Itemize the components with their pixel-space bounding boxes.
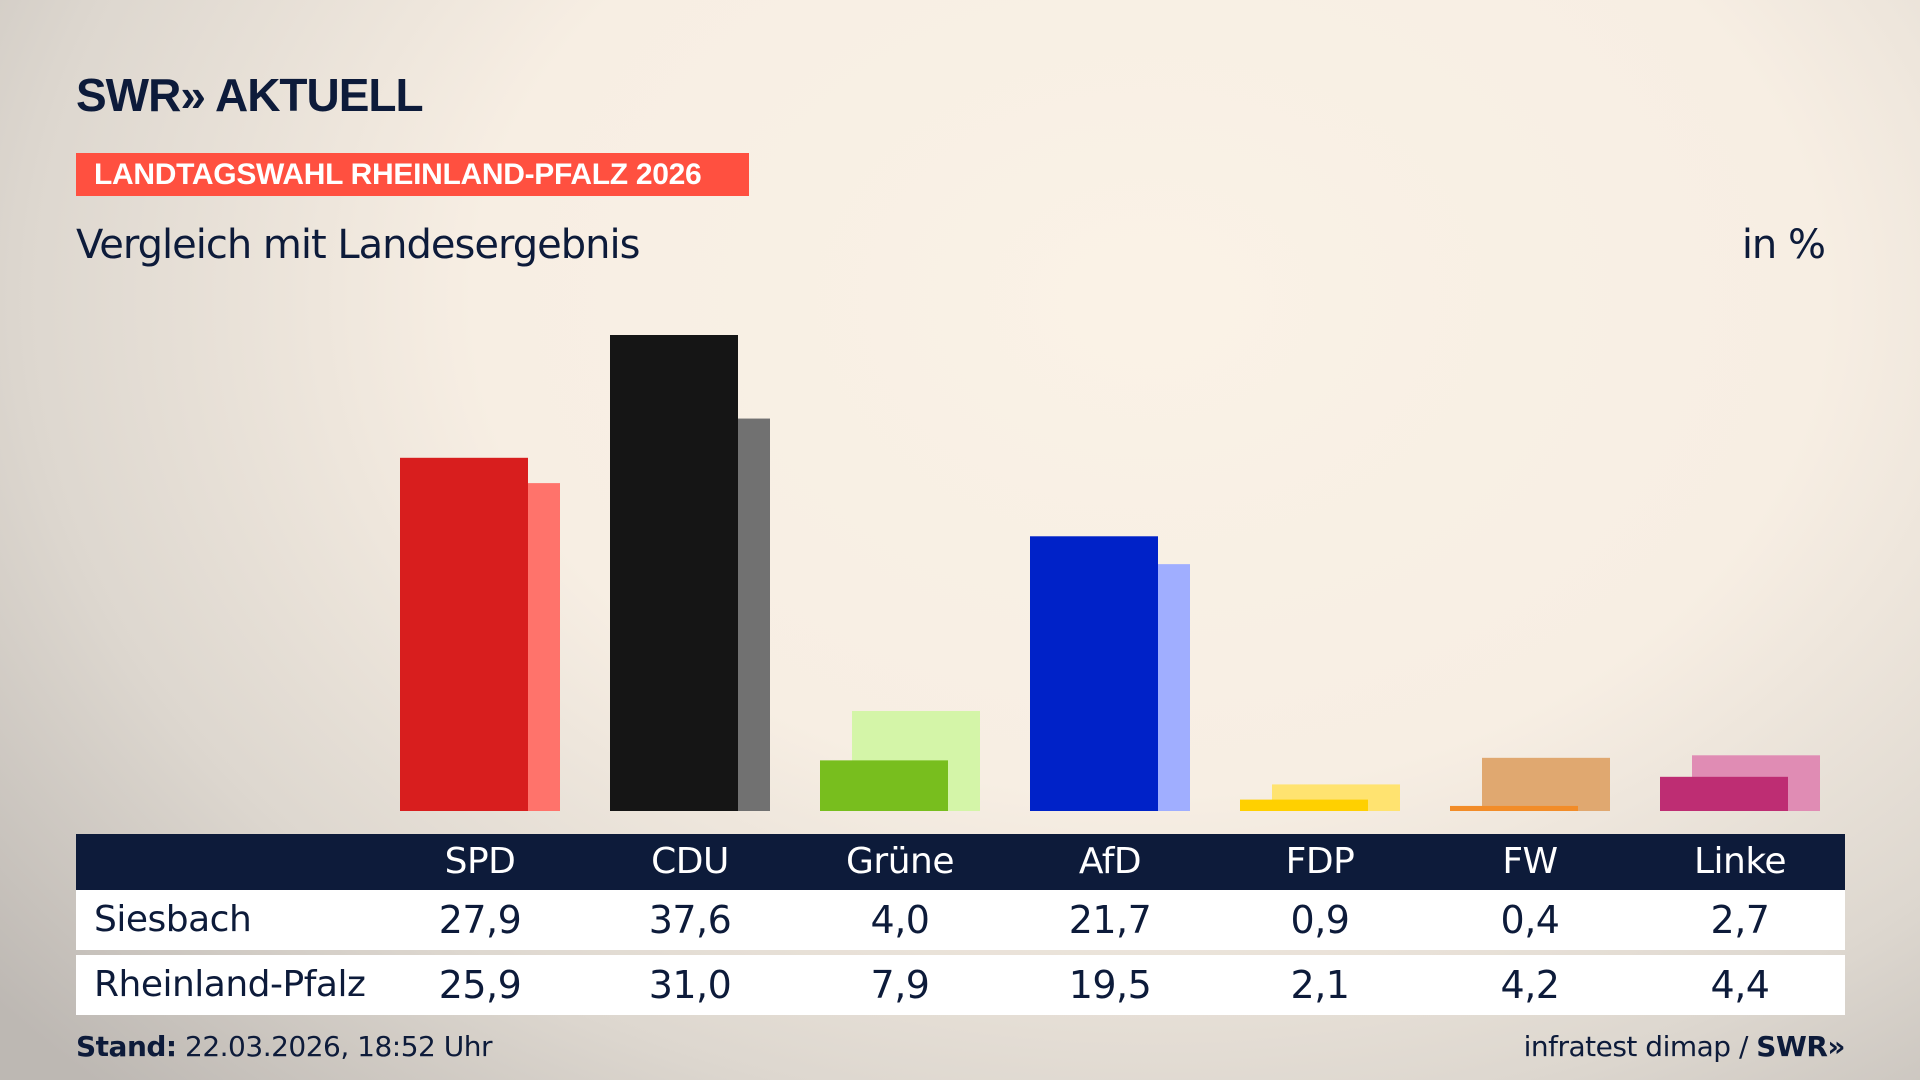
category-label: Linke [1693, 841, 1787, 882]
category-label: AfD [1078, 841, 1142, 882]
source-text: infratest dimap / [1523, 1030, 1757, 1063]
value-local: 0,9 [1290, 898, 1350, 942]
swr-aktuell-logo: SWR» AKTUELL [76, 69, 424, 121]
category-label: FDP [1285, 841, 1355, 882]
swr-logo: SWR» [1756, 1030, 1845, 1063]
value-state: 7,9 [870, 963, 930, 1007]
value-state: 31,0 [648, 963, 732, 1007]
bar-local-cdu [610, 335, 738, 811]
value-local: 0,4 [1500, 898, 1560, 942]
value-local: 27,9 [438, 898, 522, 942]
category-label: CDU [651, 841, 729, 882]
table-row: Rheinland-Pfalz 25,9 31,0 7,9 19,5 2,1 4,2 4,4 [76, 955, 1845, 1015]
bar-local-afd [1030, 536, 1158, 811]
bar-state-fw [1482, 757, 1610, 811]
table-header: SPD CDU Grüne AfD FDP FW Linke [76, 834, 1845, 890]
value-state: 19,5 [1068, 963, 1152, 1007]
value-local: 2,7 [1710, 898, 1770, 942]
bar-local-linke [1660, 776, 1788, 811]
bar-local-spd [400, 457, 528, 811]
bar-local-fw [1450, 805, 1578, 811]
unit-label: in % [1741, 222, 1826, 268]
value-state: 4,4 [1710, 963, 1770, 1007]
category-label: SPD [444, 841, 516, 882]
category-label: FW [1502, 841, 1558, 882]
source: infratest dimap / SWR» [1523, 1030, 1846, 1063]
timestamp: Stand: 22.03.2026, 18:52 Uhr [76, 1030, 492, 1063]
stand-value: 22.03.2026, 18:52 Uhr [185, 1030, 492, 1063]
chart-subtitle: Vergleich mit Landesergebnis [76, 222, 640, 268]
value-state: 2,1 [1290, 963, 1350, 1007]
row-label: Rheinland-Pfalz [94, 964, 366, 1005]
bar-local-grüne [820, 760, 948, 811]
bar-chart [400, 335, 1820, 811]
value-state: 4,2 [1500, 963, 1560, 1007]
row-label: Siesbach [94, 899, 252, 940]
value-local: 21,7 [1068, 898, 1152, 942]
value-local: 4,0 [870, 898, 930, 942]
table-row: Siesbach 27,9 37,6 4,0 21,7 0,9 0,4 2,7 [76, 890, 1845, 950]
category-label: Grüne [846, 841, 954, 882]
election-tag: LANDTAGSWAHL RHEINLAND-PFALZ 2026 [76, 153, 749, 196]
stand-label: Stand: [76, 1030, 177, 1063]
value-state: 25,9 [438, 963, 522, 1007]
value-local: 37,6 [648, 898, 732, 942]
bar-local-fdp [1240, 799, 1368, 811]
